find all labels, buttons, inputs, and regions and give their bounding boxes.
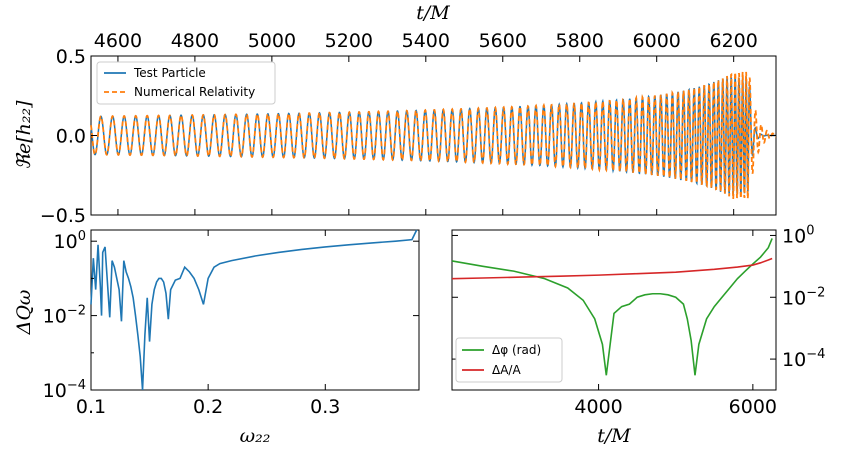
bl-ticks: 0.1 0.2 0.3 100 10−2 10−4: [43, 229, 419, 418]
bl-xlabel: ω₂₂: [240, 425, 271, 447]
legend-label-numerical-relativity: Numerical Relativity: [134, 85, 255, 99]
bl-curves: [90, 229, 418, 391]
bl-xtick-label-0.3: 0.3: [310, 396, 340, 418]
top-ylabel: ℜe[h₂₂]: [13, 100, 35, 170]
br-ytick-label-0: 100: [782, 223, 814, 247]
top-series-numerical-relativity: [90, 71, 776, 200]
bottom-left-panel: 0.1 0.2 0.3 100 10−2 10−4 ω₂₂ ΔQω: [13, 229, 420, 447]
br-xtick-label-4000: 4000: [574, 396, 622, 418]
top-ytick-label-0: 0.5: [56, 46, 86, 68]
top-ticks: 4600 4800 5000 5200 5400 5600 5800 6000 6200 0.5 0…: [40, 30, 776, 227]
br-legend-box: [455, 337, 563, 383]
top-curves: [90, 71, 776, 200]
legend-label-test-particle: Test Particle: [133, 66, 206, 80]
br-xtick-label-6000: 6000: [729, 396, 777, 418]
br-series-delta-amp: [451, 257, 773, 280]
legend-label-delta-amp: ΔA/A: [492, 363, 521, 377]
bl-xtick-label-0.1: 0.1: [76, 396, 106, 418]
top-xtick-label-5800: 5800: [556, 30, 604, 52]
top-xtick-label-4800: 4800: [171, 30, 219, 52]
bl-ytick-label-1: 10−2: [43, 304, 86, 328]
top-xtick-label-5000: 5000: [248, 30, 296, 52]
top-xtick-label-5400: 5400: [402, 30, 450, 52]
top-xtick-label-4600: 4600: [94, 30, 142, 52]
br-curves: [451, 238, 773, 376]
legend-box: [96, 61, 276, 105]
br-xlabel: t/M: [597, 425, 631, 447]
top-panel: 4600 4800 5000 5200 5400 5600 5800 6000 6200 0.5 0…: [13, 2, 777, 227]
br-ytick-label-2: 10−4: [782, 347, 825, 371]
br-ticks: 4000 6000 100 10−2 10−4: [452, 223, 825, 418]
bl-series-delta-q: [90, 229, 418, 391]
bl-xtick-label-0.2: 0.2: [193, 396, 223, 418]
top-xtick-label-6000: 6000: [633, 30, 681, 52]
top-legend: Test Particle Numerical Relativity: [96, 61, 276, 105]
top-xtick-label-6200: 6200: [709, 30, 757, 52]
bl-ytick-label-2: 10−4: [43, 378, 86, 402]
br-plot-frame: [451, 229, 777, 391]
br-legend: Δφ (rad) ΔA/A: [455, 337, 563, 383]
bl-ylabel: ΔQω: [13, 290, 35, 336]
legend-label-delta-phi: Δφ (rad): [492, 343, 541, 357]
top-ytick-label-2: −0.5: [40, 205, 86, 227]
bl-ytick-label-0: 100: [54, 229, 86, 253]
br-series-delta-phi: [451, 238, 773, 376]
top-ytick-label-1: 0.0: [56, 126, 86, 148]
top-xlabel: t/M: [416, 2, 450, 24]
br-ytick-label-1: 10−2: [782, 285, 825, 309]
bottom-right-panel: 4000 6000 100 10−2 10−4 t/M Δφ (rad) ΔA/A: [451, 223, 825, 447]
top-xtick-label-5600: 5600: [479, 30, 527, 52]
bl-plot-frame: [90, 229, 420, 391]
top-xtick-label-5200: 5200: [325, 30, 373, 52]
